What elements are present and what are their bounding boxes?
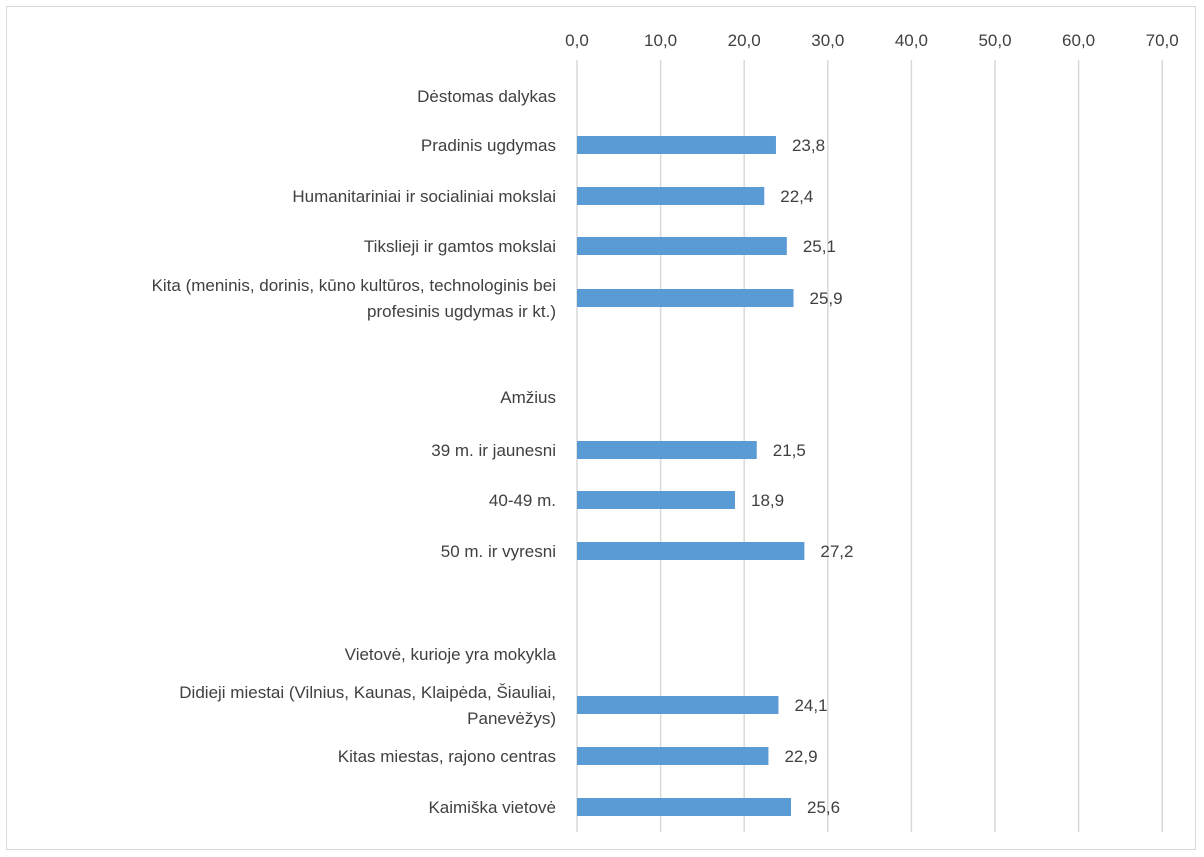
bar-value-label: 25,6 bbox=[807, 798, 840, 817]
group-header-label: Dėstomas dalykas bbox=[417, 87, 556, 106]
bar bbox=[577, 491, 736, 509]
x-tick-label: 10,0 bbox=[644, 31, 677, 50]
bar-value-label: 25,9 bbox=[810, 289, 843, 308]
category-label: Kaimiška vietovė bbox=[428, 798, 556, 817]
category-label: 40-49 m. bbox=[489, 491, 556, 510]
bar-value-label: 24,1 bbox=[794, 696, 827, 715]
bar bbox=[577, 542, 805, 560]
x-tick-label: 60,0 bbox=[1062, 31, 1095, 50]
bar-value-label: 18,9 bbox=[751, 491, 784, 510]
bar bbox=[577, 187, 765, 205]
bar bbox=[577, 136, 776, 154]
bar bbox=[577, 747, 769, 765]
category-label: Kitas miestas, rajono centras bbox=[338, 747, 556, 766]
category-label: Humanitariniai ir socialiniai mokslai bbox=[292, 187, 556, 206]
bar bbox=[577, 696, 779, 714]
group-header-label: Amžius bbox=[500, 388, 556, 407]
bar-value-label: 23,8 bbox=[792, 136, 825, 155]
x-tick-labels: 0,0 10,0 20,0 30,0 40,0 50,0 60,0 70,0 bbox=[565, 31, 1179, 50]
x-tick-label: 0,0 bbox=[565, 31, 589, 50]
x-tick-label: 70,0 bbox=[1146, 31, 1179, 50]
bar bbox=[577, 289, 794, 307]
category-label: 50 m. ir vyresni bbox=[441, 542, 556, 561]
category-label: profesinis ugdymas ir kt.) bbox=[367, 302, 556, 321]
bar-value-label: 22,9 bbox=[784, 747, 817, 766]
x-tick-label: 40,0 bbox=[895, 31, 928, 50]
category-label: Kita (meninis, dorinis, kūno kultūros, t… bbox=[152, 276, 556, 295]
bar-value-label: 21,5 bbox=[773, 441, 806, 460]
bar-value-label: 22,4 bbox=[780, 187, 813, 206]
category-label: Panevėžys) bbox=[467, 709, 556, 728]
bar bbox=[577, 237, 787, 255]
category-labels: Dėstomas dalykas Pradinis ugdymas Humanita… bbox=[152, 87, 557, 817]
x-tick-label: 50,0 bbox=[978, 31, 1011, 50]
bar-value-label: 25,1 bbox=[803, 237, 836, 256]
category-label: Tikslieji ir gamtos mokslai bbox=[364, 237, 556, 256]
x-tick-label: 20,0 bbox=[728, 31, 761, 50]
bar bbox=[577, 441, 757, 459]
category-label: Pradinis ugdymas bbox=[421, 136, 556, 155]
group-header-label: Vietovė, kurioje yra mokykla bbox=[345, 645, 557, 664]
x-tick-label: 30,0 bbox=[811, 31, 844, 50]
category-label: Didieji miestai (Vilnius, Kaunas, Klaipė… bbox=[179, 683, 556, 702]
data-labels: 23,8 22,4 25,1 25,9 21,5 18,9 27,2 24,1 22,9 25,6 bbox=[751, 136, 853, 817]
bar-value-label: 27,2 bbox=[820, 542, 853, 561]
bars bbox=[577, 136, 805, 816]
category-label: 39 m. ir jaunesni bbox=[431, 441, 556, 460]
bar bbox=[577, 798, 792, 816]
